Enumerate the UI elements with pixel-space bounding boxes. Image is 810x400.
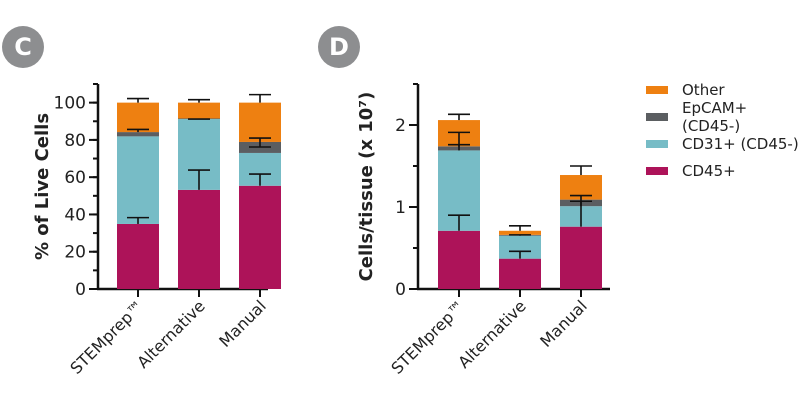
- y-tick-label: 20: [64, 243, 86, 263]
- bar-segment-cd31-cd45: [499, 235, 541, 259]
- bar-segment-other: [499, 230, 541, 235]
- legend-item-other: Other: [646, 76, 810, 103]
- bar-segment-cd45: [239, 185, 281, 289]
- bar-segment-epcam-cd45: [117, 132, 159, 137]
- legend-swatch: [646, 85, 668, 94]
- bar-segment-cd45: [560, 226, 602, 289]
- bar-segment-other: [117, 102, 159, 133]
- x-tick-label: STEMprep™: [387, 296, 468, 377]
- panel-d-badge: D: [318, 26, 360, 68]
- legend-swatch: [646, 112, 668, 121]
- y-tick-label: 80: [64, 131, 86, 151]
- legend-item-cd31: CD31+ (CD45-): [646, 130, 810, 157]
- panel-c-badge: C: [2, 26, 44, 68]
- bar-segment-other: [239, 102, 281, 142]
- y-tick-label: 0: [75, 280, 86, 300]
- bar-segment-cd45: [178, 189, 220, 289]
- bar-segment-cd45: [499, 258, 541, 289]
- bar-segment-cd45: [117, 223, 159, 289]
- y-tick-label: 60: [64, 168, 86, 188]
- legend-item-epcam: EpCAM+ (CD45-): [646, 99, 810, 135]
- y-tick-label: 1: [395, 198, 406, 218]
- bar-segment-cd45: [438, 230, 480, 289]
- legend: Other EpCAM+ (CD45-) CD31+ (CD45-) CD45+: [646, 76, 810, 184]
- x-tick-label: Manual: [536, 296, 591, 351]
- legend-swatch: [646, 139, 668, 148]
- bar-segment-cd31-cd45: [117, 136, 159, 224]
- legend-item-cd45: CD45+: [646, 157, 810, 184]
- x-tick-label: Manual: [215, 296, 270, 351]
- legend-label: EpCAM+ (CD45-): [681, 98, 748, 135]
- x-tick-label: STEMprep™: [66, 296, 147, 377]
- y-tick-label: 100: [54, 94, 86, 114]
- y-tick-label: 40: [64, 205, 86, 225]
- legend-label: CD45+: [682, 161, 736, 180]
- bar-segment-other: [178, 102, 220, 119]
- y-axis-label: Cells/tissue (x 10⁷): [356, 92, 377, 282]
- legend-label: Other: [682, 80, 725, 99]
- legend-label: CD31+ (CD45-): [682, 134, 799, 153]
- y-tick-label: 0: [395, 280, 406, 300]
- legend-swatch: [646, 166, 668, 175]
- y-axis-label: % of Live Cells: [32, 113, 53, 260]
- y-tick-label: 2: [395, 116, 406, 136]
